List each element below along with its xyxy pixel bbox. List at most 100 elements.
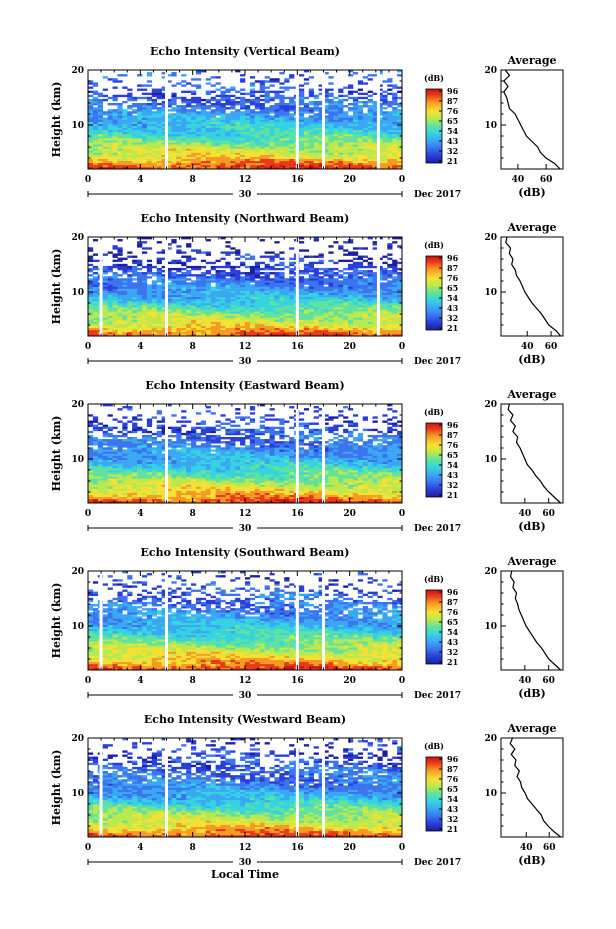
heatmap-cell (220, 305, 226, 308)
heatmap-cell (348, 311, 354, 314)
heatmap-cell (141, 146, 148, 149)
heatmap-cell (245, 305, 251, 308)
heatmap-cell (225, 136, 231, 139)
heatmap-cell (249, 286, 256, 289)
heatmap-cell (122, 140, 128, 143)
heatmap-cell (220, 280, 226, 283)
heatmap-cell (259, 303, 265, 306)
heatmap-cell (357, 327, 364, 331)
heatmap-cell (397, 144, 403, 147)
heatmap-cell (225, 98, 231, 102)
heatmap-cell (279, 278, 285, 281)
heatmap-cell (200, 140, 207, 143)
heatmap-cell (284, 119, 290, 122)
heatmap-cell (392, 319, 398, 322)
heatmap-cell (323, 131, 329, 135)
heatmap-cell (274, 321, 280, 324)
heatmap-cell (181, 113, 187, 116)
heatmap-cell (117, 327, 123, 331)
heatmap-cell (161, 146, 167, 149)
heatmap-cell (279, 166, 285, 170)
heatmap-cell (298, 315, 305, 318)
heatmap-cell (382, 313, 388, 316)
heatmap-cell (377, 96, 383, 100)
heatmap-cell (274, 115, 280, 118)
heatmap-cell (235, 146, 241, 149)
heatmap-cell (343, 498, 349, 502)
heatmap-cell (387, 280, 393, 283)
heatmap-cell (210, 119, 216, 122)
heatmap-cell (352, 309, 359, 312)
heatmap-cell (308, 307, 314, 310)
heatmap-cell (377, 331, 383, 335)
heatmap-cell (303, 331, 310, 335)
heatmap-cell (254, 500, 261, 504)
heatmap-cell (166, 323, 172, 326)
heatmap-cell (318, 309, 324, 312)
heatmap-cell (171, 259, 177, 263)
heatmap-cell (328, 129, 334, 133)
heatmap-cell (274, 140, 280, 143)
heatmap-cell (343, 282, 349, 285)
heatmap-cell (348, 317, 354, 320)
heatmap-cell (274, 125, 280, 129)
heatmap-cell (166, 140, 172, 143)
heatmap-cell (343, 272, 349, 275)
heatmap-cell (205, 119, 211, 122)
heatmap-cell (308, 274, 314, 277)
heatmap-cell (161, 150, 167, 153)
heatmap-cell (191, 267, 197, 271)
heatmap-cell (225, 158, 231, 162)
heatmap-cell (225, 282, 231, 285)
heatmap-cell (313, 261, 319, 265)
heatmap-cell (338, 119, 344, 122)
heatmap-cell (357, 500, 364, 504)
heatmap-cell (200, 325, 207, 329)
heatmap-cell (141, 119, 148, 122)
heatmap-cell (352, 305, 359, 308)
heatmap-cell (249, 109, 256, 112)
heatmap-cell (141, 107, 148, 110)
heatmap-cell (102, 150, 108, 153)
heatmap-cell (289, 257, 295, 260)
heatmap-cell (249, 284, 256, 287)
heatmap-cell (102, 290, 108, 293)
heatmap-cell (132, 500, 138, 504)
heatmap-cell (397, 319, 403, 322)
heatmap-cell (240, 131, 246, 135)
heatmap-cell (117, 144, 123, 147)
heatmap-cell (235, 321, 241, 324)
heatmap-cell (377, 138, 383, 141)
heatmap-cell (392, 96, 398, 100)
heatmap-cell (112, 133, 118, 137)
heatmap-cell (333, 303, 339, 306)
heatmap-cell (367, 329, 373, 333)
heatmap-cell (127, 333, 133, 337)
heatmap-cell (240, 309, 246, 312)
heatmap-cell (279, 117, 285, 120)
heatmap-cell (362, 105, 368, 108)
heatmap-cell (146, 74, 153, 77)
heatmap-cell (313, 144, 319, 147)
heatmap-cell (161, 127, 167, 131)
heatmap-cell (343, 500, 349, 504)
heatmap-cell (235, 125, 241, 129)
heatmap-cell (137, 129, 143, 133)
heatmap-cell (338, 259, 344, 263)
heatmap-cell (156, 317, 162, 320)
heatmap-cell (181, 292, 187, 296)
heatmap-cell (279, 82, 285, 85)
heatmap-cell (357, 309, 364, 312)
heatmap-cell (362, 286, 368, 289)
heatmap-cell (323, 329, 329, 333)
profile-frame (500, 236, 564, 337)
heatmap-cell (230, 146, 236, 149)
heatmap-cell (313, 164, 319, 168)
heatmap-cell (151, 329, 157, 333)
heatmap-cell (240, 255, 246, 258)
heatmap-cell (348, 164, 354, 168)
date-label: 30 (239, 190, 252, 200)
heatmap-cell (200, 166, 207, 170)
heatmap-cell (284, 158, 290, 162)
heatmap-cell (97, 129, 104, 133)
